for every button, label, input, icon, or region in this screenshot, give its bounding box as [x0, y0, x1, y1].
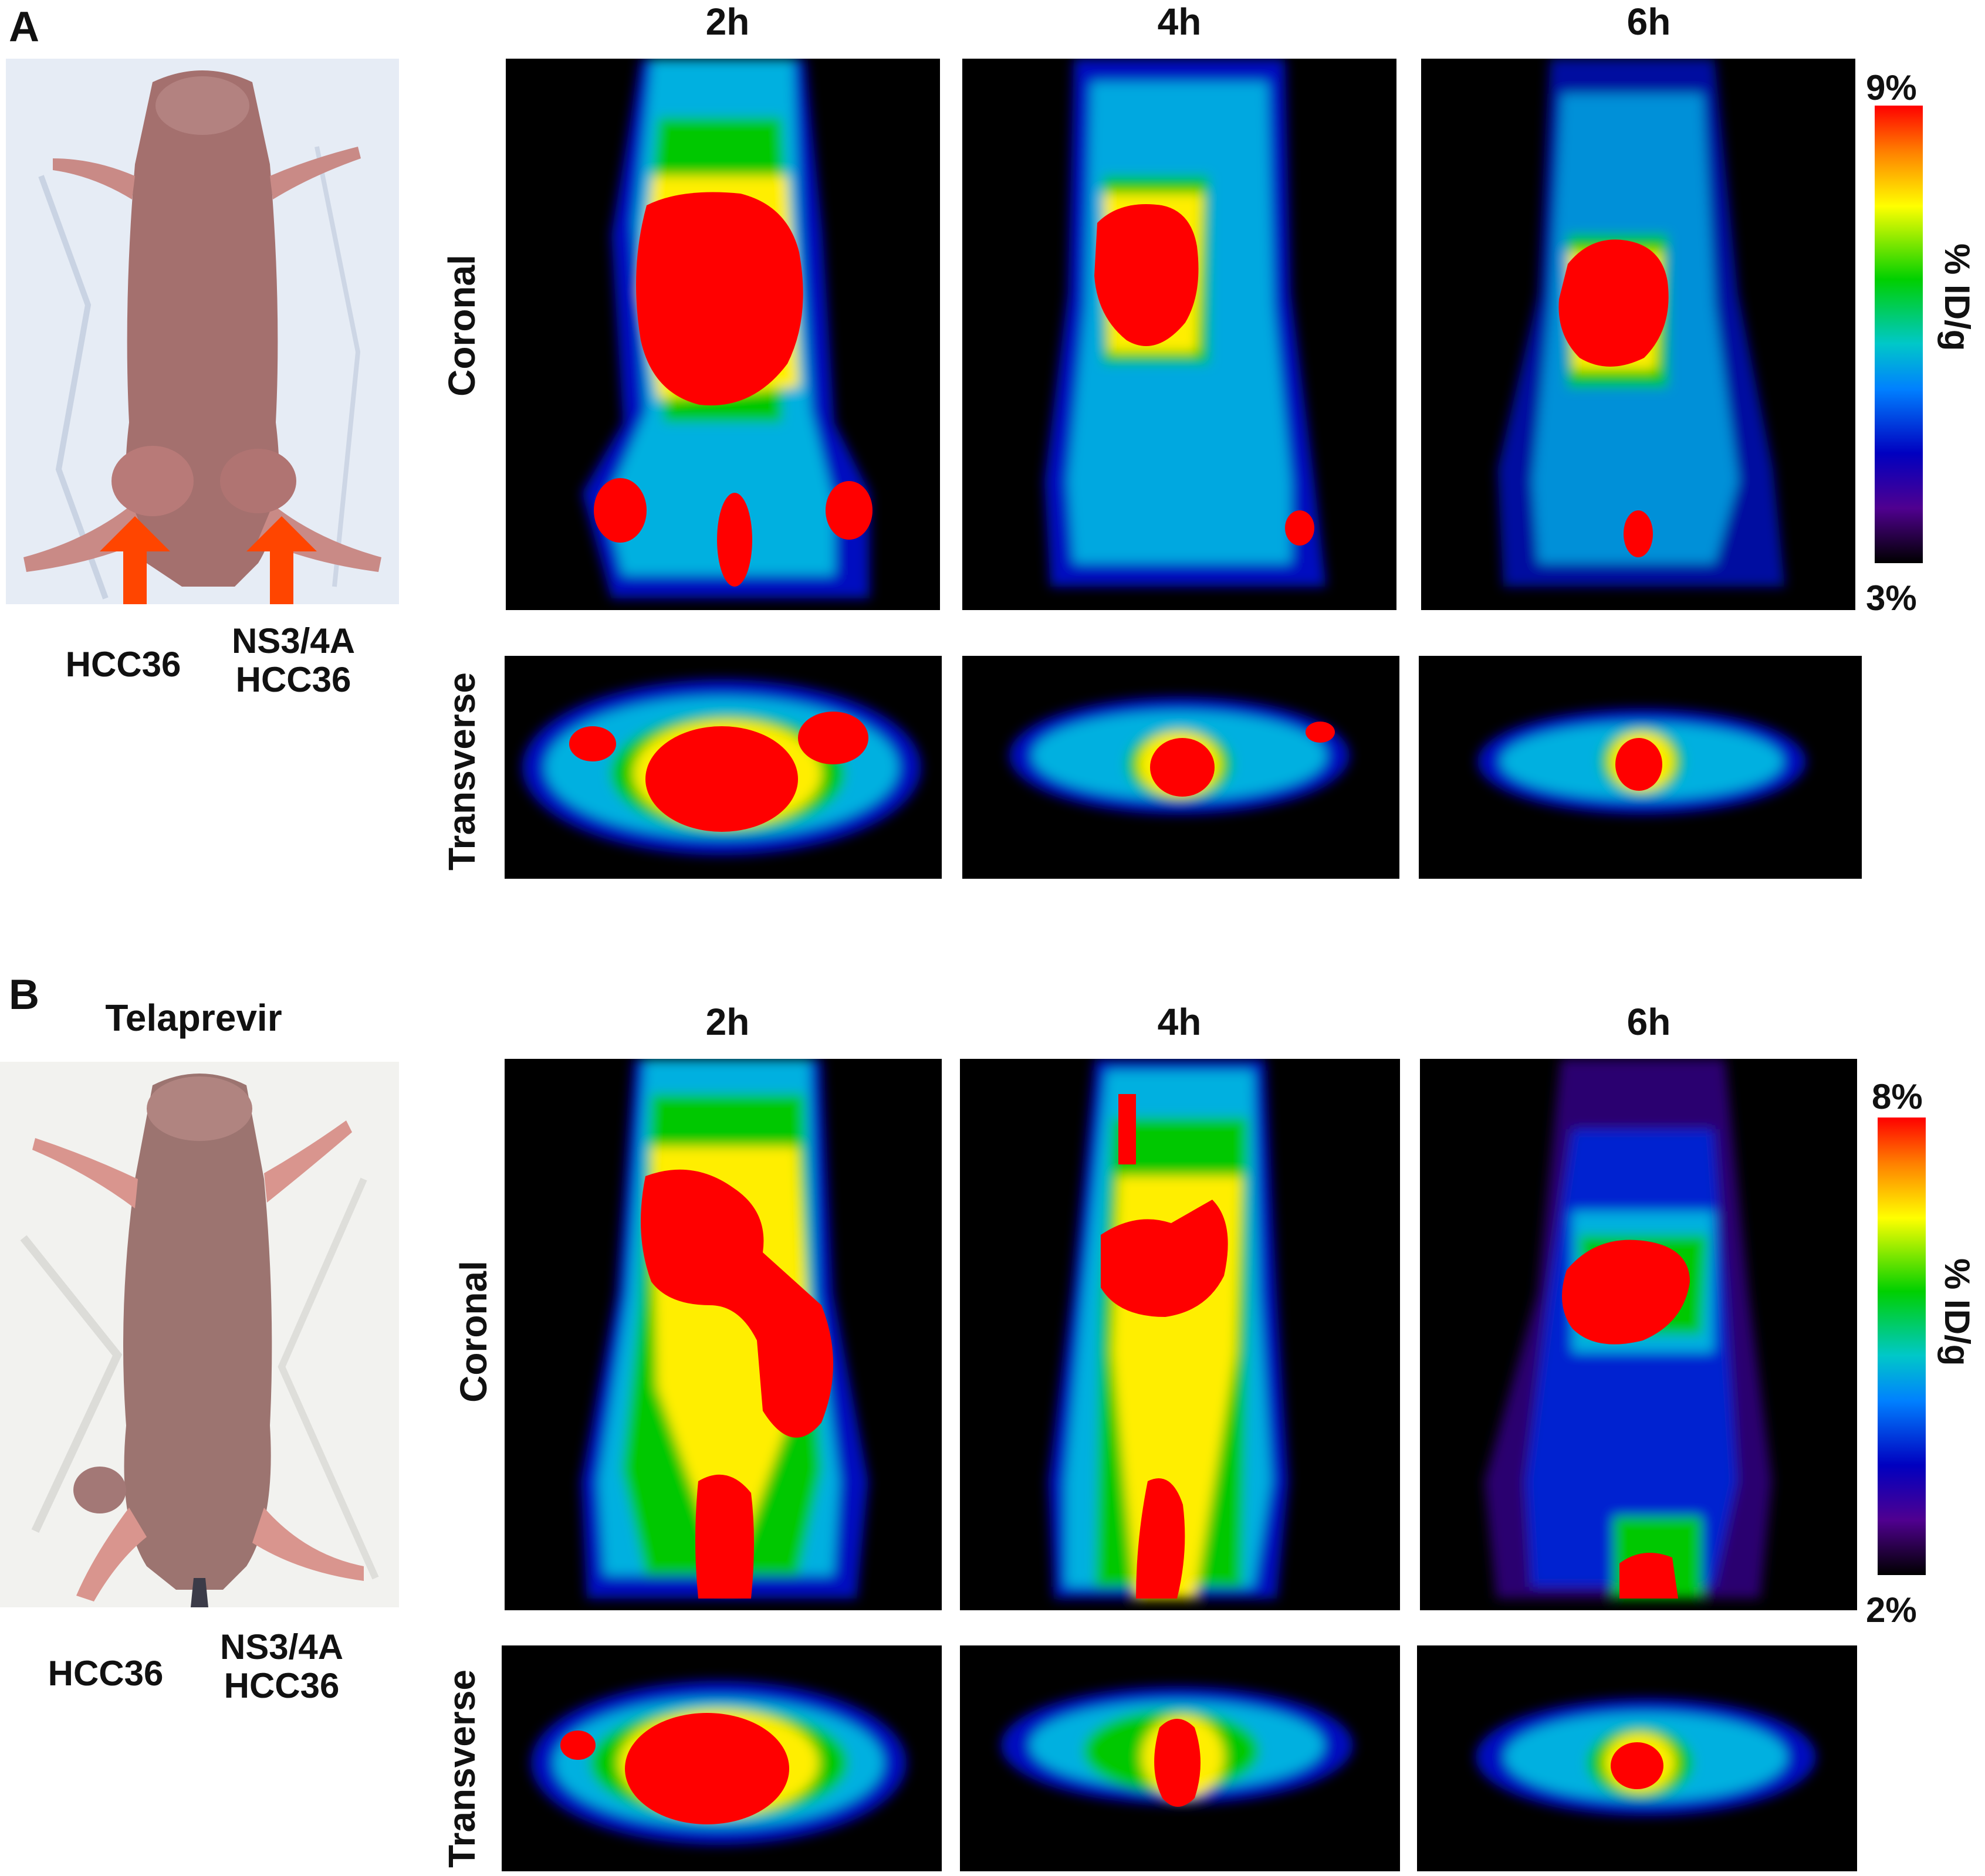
mouse-label-a-right: NS3/4A HCC36: [199, 622, 387, 699]
colorbar-a: [1875, 106, 1923, 563]
arrow-up-icon: [246, 516, 317, 604]
mouse-label-b-right-line1: NS3/4A: [219, 1627, 344, 1667]
mouse-label-a-left: HCC36: [65, 645, 181, 684]
time-label-a-2h: 2h: [705, 1, 750, 43]
time-label-a-4h: 4h: [1157, 1, 1202, 43]
colorbar-b-max: 8%: [1872, 1077, 1923, 1116]
arrow-up-icon: [100, 516, 170, 604]
mouse-label-b-right-line2: HCC36: [224, 1666, 340, 1705]
mouse-label-a-right-line1: NS3/4A: [231, 621, 356, 661]
transverse-scan-b-4h: [960, 1645, 1400, 1871]
mouse-photo-a: [6, 59, 399, 604]
transverse-scan-b-6h: [1417, 1645, 1857, 1871]
colorbar-b-unit: % ID/g: [1937, 1258, 1977, 1366]
coronal-scan-a-2h: [506, 59, 940, 610]
transverse-scan-b-2h: [502, 1645, 942, 1871]
mouse-photo-b: [0, 1062, 399, 1607]
row-label-a-coronal: Coronal: [441, 255, 483, 397]
row-label-b-coronal: Coronal: [452, 1261, 495, 1403]
mouse-label-a-right-line2: HCC36: [235, 660, 351, 699]
colorbar-b: [1878, 1118, 1926, 1575]
time-label-b-2h: 2h: [705, 1001, 750, 1043]
coronal-scan-a-4h: [962, 59, 1396, 610]
transverse-scan-a-2h: [505, 656, 942, 879]
time-label-a-6h: 6h: [1626, 1, 1671, 43]
row-label-a-transverse: Transverse: [441, 672, 483, 871]
coronal-scan-a-6h: [1421, 59, 1855, 610]
colorbar-a-unit: % ID/g: [1937, 243, 1977, 351]
transverse-scan-a-6h: [1419, 656, 1862, 879]
time-label-b-4h: 4h: [1157, 1001, 1202, 1043]
colorbar-a-min: 3%: [1866, 578, 1917, 618]
coronal-scan-b-6h: [1420, 1059, 1857, 1610]
coronal-scan-b-4h: [960, 1059, 1400, 1610]
colorbar-b-min: 2%: [1866, 1590, 1917, 1630]
time-label-b-6h: 6h: [1626, 1001, 1671, 1043]
coronal-scan-b-2h: [505, 1059, 942, 1610]
row-label-b-transverse: Transverse: [441, 1669, 483, 1868]
colorbar-a-max: 9%: [1866, 68, 1917, 107]
mouse-label-b-right: NS3/4A HCC36: [188, 1628, 376, 1705]
panel-letter-b: B: [9, 971, 39, 1018]
panel-b-title: Telaprevir: [105, 997, 282, 1039]
mouse-label-b-left: HCC36: [48, 1654, 164, 1693]
transverse-scan-a-4h: [962, 656, 1399, 879]
panel-letter-a: A: [9, 4, 39, 50]
